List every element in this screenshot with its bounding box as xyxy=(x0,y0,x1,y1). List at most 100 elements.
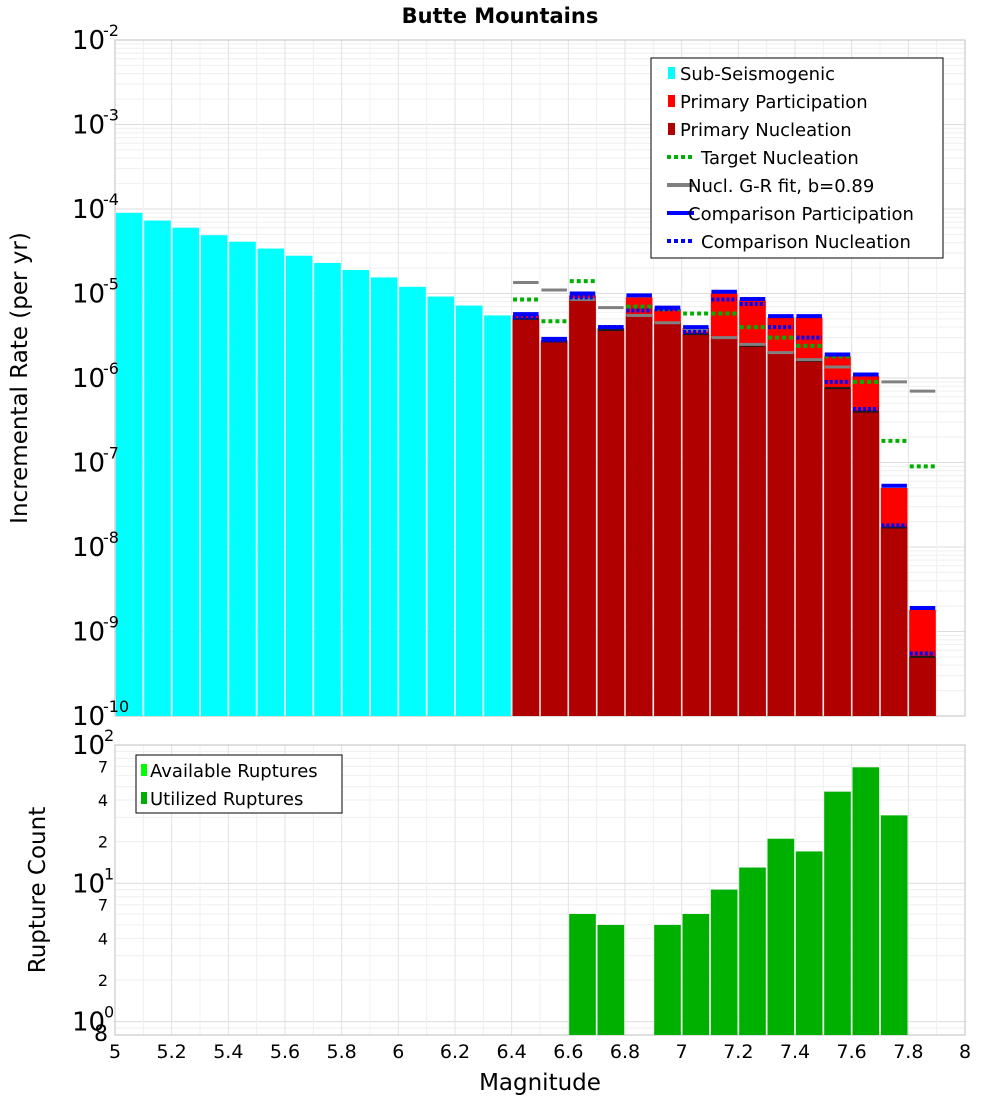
top-bars-group xyxy=(115,212,936,716)
top-y-tick-label: 10-7 xyxy=(72,444,119,479)
legend-label: Nucl. G-R fit, b=0.89 xyxy=(688,176,874,197)
utilized-ruptures-bar xyxy=(710,889,738,1035)
bottom-legend-entry: Utilized Ruptures xyxy=(141,789,303,810)
sub-seismogenic-bar xyxy=(115,212,143,716)
top-legend: Sub-Seismogenic Primary Participation Prim… xyxy=(650,57,944,259)
primary-nucleation-bar xyxy=(625,315,653,716)
sub-seismogenic-bar xyxy=(455,305,483,716)
bottom-y-tick-label: 7 xyxy=(98,757,108,776)
sub-seismogenic-bar xyxy=(314,262,341,716)
top-legend-box xyxy=(650,57,944,259)
top-legend-entry: Comparison Nucleation xyxy=(667,232,911,253)
top-y-tick-label: 10-9 xyxy=(72,613,119,648)
top-y-axis-label: Incremental Rate (per yr) xyxy=(7,232,33,524)
legend-label: Comparison Nucleation xyxy=(701,232,911,253)
top-y-tick-label: 10-8 xyxy=(72,528,119,563)
bottom-legend-box xyxy=(135,754,343,814)
top-y-tick-label: 10-10 xyxy=(72,697,129,732)
sub-seismogenic-bar xyxy=(399,286,426,716)
tick-minor: 7 xyxy=(98,757,108,776)
x-tick-label: 6 xyxy=(392,1041,404,1063)
primary-nucleation-bar xyxy=(767,352,795,716)
x-tick-labels: 5 5.2 5.4 5.6 5.8 6 6.2 6.4 6.6 6.8 7 7.2 7.4 7.6 7.8 8 xyxy=(109,1041,971,1063)
bottom-y-tick-label: 100 xyxy=(72,1003,114,1038)
primary-nucleation-bar xyxy=(852,411,880,716)
top-y-tick-label: 10-4 xyxy=(72,190,119,225)
sub-seismogenic-bar xyxy=(172,227,200,716)
tick-exponent: -9 xyxy=(103,613,119,632)
tick-minor: 2 xyxy=(98,833,108,852)
x-tick-label: 7 xyxy=(676,1041,688,1063)
tick-base: 10 xyxy=(72,111,105,141)
bottom-bars-group xyxy=(569,767,908,1035)
legend-label: Comparison Participation xyxy=(688,204,914,225)
sub-seismogenic-bar xyxy=(427,296,455,716)
legend-swatch xyxy=(668,123,675,135)
sub-seismogenic-bar xyxy=(257,248,285,716)
tick-base: 10 xyxy=(72,702,105,732)
tick-base: 10 xyxy=(72,618,105,648)
tick-minor: 8 xyxy=(94,1022,108,1047)
top-y-tick-label: 10-5 xyxy=(72,275,119,310)
x-tick-label: 8 xyxy=(959,1041,971,1063)
utilized-ruptures-bar xyxy=(824,791,851,1035)
top-plot-frame xyxy=(114,39,966,717)
primary-nucleation-bar xyxy=(597,329,625,716)
x-tick-label: 7.2 xyxy=(723,1041,753,1063)
legend-label: Primary Participation xyxy=(680,92,868,113)
legend-swatch xyxy=(141,792,147,804)
bottom-y-tick-label: 2 xyxy=(98,833,108,852)
bottom-y-tick-label: 101 xyxy=(72,864,114,899)
legend-swatch xyxy=(668,95,675,107)
x-tick-label: 7.6 xyxy=(837,1041,867,1063)
legend-label: Utilized Ruptures xyxy=(150,789,303,810)
bottom-y-tick-label: 102 xyxy=(72,726,114,761)
utilized-ruptures-bar xyxy=(880,815,908,1035)
x-tick-label: 7.8 xyxy=(893,1041,923,1063)
legend-label: Primary Nucleation xyxy=(680,120,852,141)
top-y-tick-label: 10-3 xyxy=(72,106,119,141)
utilized-ruptures-bar xyxy=(795,851,823,1035)
tick-minor: 4 xyxy=(98,791,108,810)
legend-swatch xyxy=(141,764,147,776)
bottom-legend: Available Ruptures Utilized Ruptures xyxy=(135,754,343,814)
sub-seismogenic-bar xyxy=(484,315,511,716)
utilized-ruptures-bar xyxy=(597,924,625,1035)
utilized-ruptures-bar xyxy=(682,913,710,1035)
primary-nucleation-bar xyxy=(710,337,738,716)
primary-nucleation-bar xyxy=(880,527,908,716)
tick-exponent: -5 xyxy=(103,275,119,294)
tick-exponent: -7 xyxy=(103,444,119,463)
tick-base: 10 xyxy=(72,26,105,56)
legend-label: Sub-Seismogenic xyxy=(680,64,835,85)
primary-nucleation-bar xyxy=(739,345,766,716)
bottom-plot-frame xyxy=(114,744,966,1036)
x-tick-label: 5.4 xyxy=(213,1041,243,1063)
bottom-y-tick-label: 7 xyxy=(98,896,108,915)
tick-exponent: 1 xyxy=(104,864,114,883)
legend-swatch xyxy=(668,67,675,79)
sub-seismogenic-bar xyxy=(144,220,171,716)
chart-title: Butte Mountains xyxy=(402,4,599,28)
tick-minor: 7 xyxy=(98,896,108,915)
legend-label: Target Nucleation xyxy=(700,148,859,169)
legend-label: Available Ruptures xyxy=(150,761,318,782)
top-y-tick-label: 10-6 xyxy=(72,359,119,394)
primary-nucleation-bar xyxy=(682,334,710,716)
top-legend-entry: Nucl. G-R fit, b=0.89 xyxy=(667,176,874,197)
sub-seismogenic-bar xyxy=(229,241,256,716)
tick-exponent: -6 xyxy=(103,359,119,378)
top-legend-entry: Comparison Participation xyxy=(667,204,914,225)
tick-exponent: -10 xyxy=(103,697,129,716)
tick-base: 10 xyxy=(72,731,105,761)
tick-base: 10 xyxy=(72,533,105,563)
primary-nucleation-bar xyxy=(654,322,681,716)
bottom-y-tick-label: 4 xyxy=(98,791,108,810)
tick-exponent: 2 xyxy=(104,726,114,745)
tick-minor: 2 xyxy=(98,971,108,990)
sub-seismogenic-bar xyxy=(370,277,398,716)
bottom-legend-entry: Available Ruptures xyxy=(141,761,318,782)
